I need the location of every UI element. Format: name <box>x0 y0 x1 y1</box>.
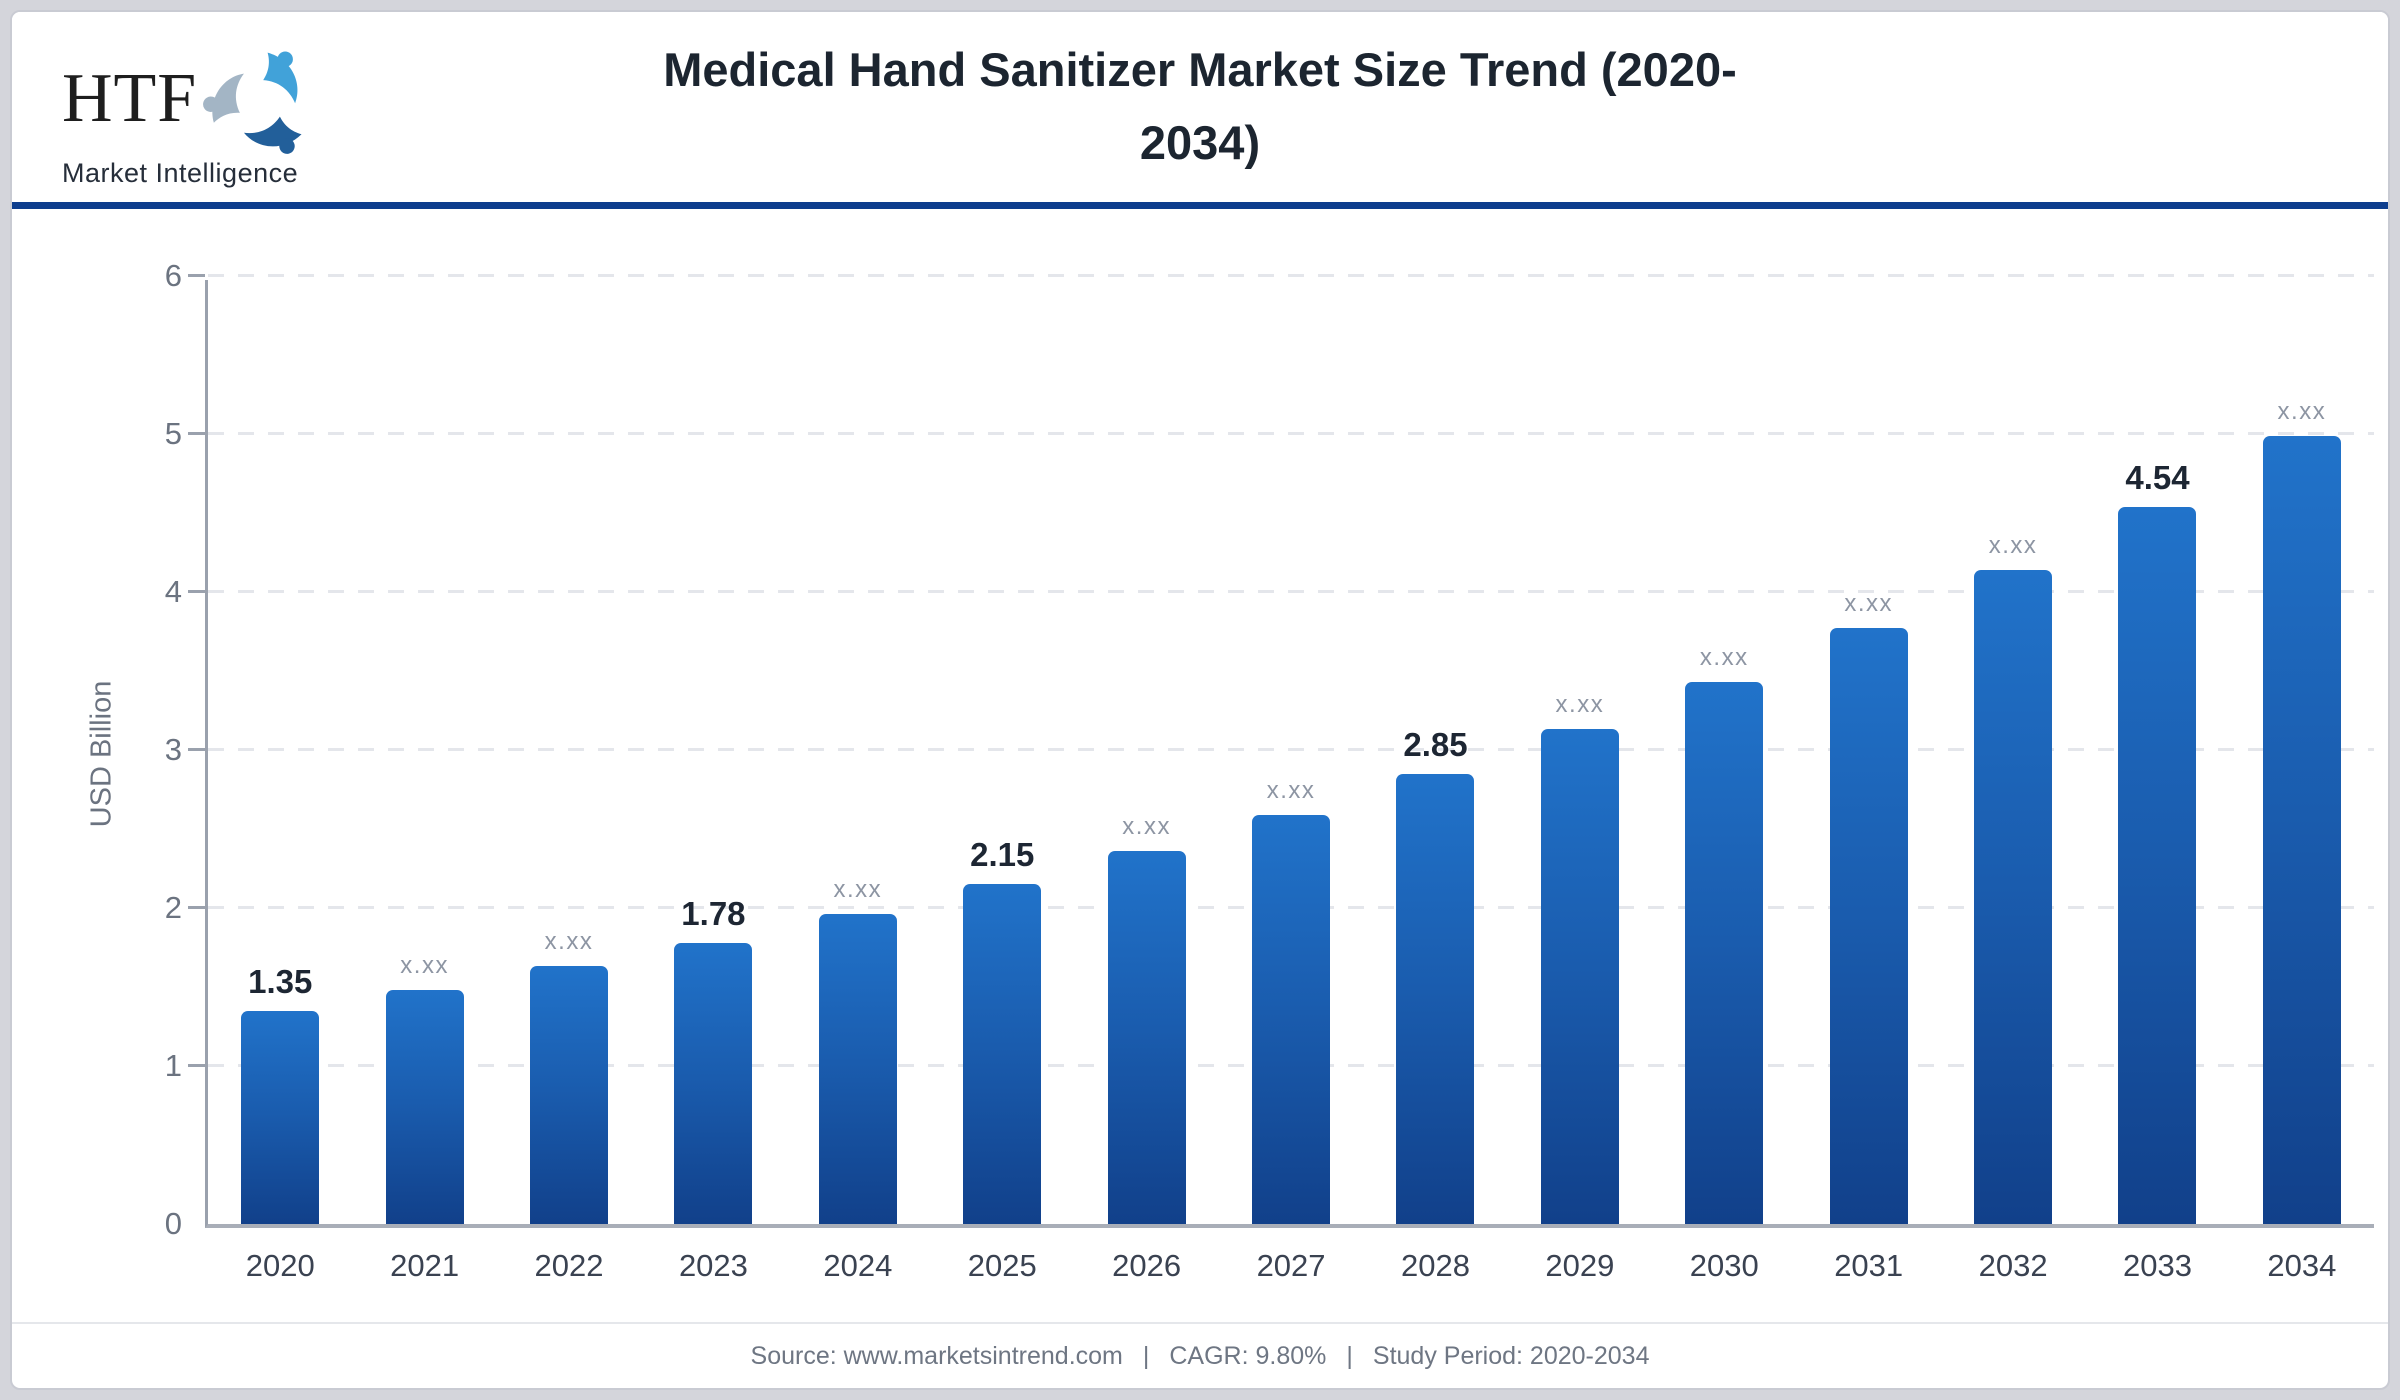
bar-column-2026: x.xx 2026 <box>1074 280 1218 1283</box>
footer-source: Source: www.marketsintrend.com <box>750 1341 1123 1370</box>
bar-column-2030: x.xx 2030 <box>1652 280 1796 1283</box>
y-tick-label-6: 6 <box>164 258 182 293</box>
bar-2030: x.xx <box>1685 644 1764 1224</box>
bar-value-label-2023: 1.78 <box>681 895 746 932</box>
header: HTF <box>12 12 2388 202</box>
x-tick-label-2030: 2030 <box>1689 1248 1759 1283</box>
gridline-3 <box>208 748 2374 751</box>
logo-subtext: Market Intelligence <box>62 158 299 188</box>
bar-value-label-2034: x.xx <box>2277 398 2327 425</box>
footer-divider <box>12 1322 2388 1324</box>
bar-column-2027: x.xx 2027 <box>1219 280 1363 1283</box>
htf-logo: HTF <box>62 46 362 189</box>
y-tick-label-3: 3 <box>164 732 182 767</box>
gridline-6 <box>208 274 2374 277</box>
bar-columns: 1.35 2020 x.xx 2021 x.xx 2022 1.78 2023 x.xx 2024… <box>208 280 2374 1283</box>
bar-column-2020: 1.35 2020 <box>208 280 352 1283</box>
bar-column-2022: x.xx 2022 <box>497 280 641 1283</box>
y-tick-5 <box>188 432 205 435</box>
x-tick-label-2033: 2033 <box>2123 1248 2192 1283</box>
x-tick-label-2022: 2022 <box>534 1248 604 1283</box>
x-tick-label-2023: 2023 <box>678 1248 748 1283</box>
bar-value-label-2033: 4.54 <box>2125 459 2190 496</box>
bar-2020: 1.35 <box>241 963 320 1224</box>
bar-column-2028: 2.85 2028 <box>1363 280 1507 1283</box>
footer-separator-2: | <box>1346 1341 1353 1370</box>
bar-column-2025: 2.15 2025 <box>930 280 1074 1283</box>
y-tick-6 <box>188 274 205 277</box>
y-axis-title: USD Billion <box>85 680 118 828</box>
y-tick-label-5: 5 <box>164 416 182 451</box>
bar-2034: x.xx <box>2262 398 2341 1224</box>
bar-2027: x.xx <box>1252 777 1331 1224</box>
report-card: HTF <box>10 10 2390 1390</box>
plot-area: 0 1 2 3 4 5 6 1.35 2020 x.xx 2021 x.xx 2022 1.78 2023 x… <box>165 258 2374 1283</box>
bar-2023: 1.78 <box>674 895 753 1224</box>
bar-column-2024: x.xx 2024 <box>786 280 930 1283</box>
x-tick-label-2032: 2032 <box>1978 1248 2048 1283</box>
bar-column-2029: x.xx 2029 <box>1508 280 1652 1283</box>
x-tick-label-2021: 2021 <box>390 1248 460 1283</box>
bar-value-label-2026: x.xx <box>1122 813 1171 840</box>
gridline-4 <box>208 590 2374 593</box>
footer-separator-1: | <box>1142 1341 1150 1370</box>
bar-column-2021: x.xx 2021 <box>352 280 496 1283</box>
bar-2024: x.xx <box>818 876 897 1224</box>
logo-swirl-icon <box>203 51 302 154</box>
bar-2031: x.xx <box>1829 590 1908 1224</box>
x-tick-label-2034: 2034 <box>2267 1248 2337 1283</box>
footer-study-period: Study Period: 2020-2034 <box>1372 1341 1650 1370</box>
y-tick-3 <box>188 748 205 751</box>
bar-2021: x.xx <box>385 952 464 1224</box>
y-tick-label-2: 2 <box>164 890 182 925</box>
x-tick-label-2020: 2020 <box>245 1248 315 1283</box>
bar-value-label-2028: 2.85 <box>1403 726 1468 763</box>
page-title-line1: Medical Hand Sanitizer Market Size Trend… <box>663 43 1737 96</box>
bar-2033: 4.54 <box>2118 459 2197 1224</box>
bar-2025: 2.15 <box>963 836 1042 1224</box>
bar-value-label-2022: x.xx <box>544 928 594 955</box>
x-tick-label-2028: 2028 <box>1400 1248 1470 1283</box>
y-tick-label-0: 0 <box>164 1206 182 1241</box>
bar-2022: x.xx <box>530 928 609 1224</box>
bar-value-label-2029: x.xx <box>1555 691 1605 718</box>
bar-value-label-2025: 2.15 <box>970 836 1035 873</box>
footer: Source: www.marketsintrend.com | CAGR: 9… <box>12 1324 2388 1388</box>
x-tick-label-2027: 2027 <box>1256 1248 1326 1283</box>
x-tick-label-2026: 2026 <box>1112 1248 1182 1283</box>
page-title-line2: 2034) <box>1139 115 1261 169</box>
header-divider <box>12 202 2388 209</box>
y-tick-label-1: 1 <box>164 1048 182 1083</box>
bar-column-2032: x.xx 2032 <box>1941 280 2085 1283</box>
bar-value-label-2030: x.xx <box>1699 644 1749 671</box>
x-tick-label-2025: 2025 <box>967 1248 1037 1283</box>
y-tick-label-4: 4 <box>164 574 182 609</box>
x-tick-label-2031: 2031 <box>1834 1248 1904 1283</box>
footer-cagr: CAGR: 9.80% <box>1169 1341 1327 1370</box>
bar-value-label-2031: x.xx <box>1844 590 1894 617</box>
bar-value-label-2020: 1.35 <box>248 963 313 1000</box>
y-tick-1 <box>188 1064 205 1067</box>
bar-2029: x.xx <box>1540 691 1619 1224</box>
bar-column-2031: x.xx 2031 <box>1796 280 1940 1283</box>
bar-value-label-2032: x.xx <box>1988 532 2038 559</box>
bar-column-2034: x.xx 2034 <box>2230 280 2374 1283</box>
x-tick-label-2029: 2029 <box>1545 1248 1615 1283</box>
y-tick-2 <box>188 906 205 909</box>
chart-area: USD Billion 0 1 2 3 4 5 6 1.35 2020 x.xx 2021 x.xx 2… <box>12 209 2388 1322</box>
gridline-5 <box>208 432 2374 435</box>
page-title: Medical Hand Sanitizer Market Size Trend… <box>312 34 2088 180</box>
bar-value-label-2021: x.xx <box>400 952 449 979</box>
y-tick-4 <box>188 590 205 593</box>
bar-2026: x.xx <box>1107 813 1186 1224</box>
bar-value-label-2027: x.xx <box>1266 777 1316 804</box>
x-tick-label-2024: 2024 <box>823 1248 893 1283</box>
bar-column-2023: 1.78 2023 <box>641 280 785 1283</box>
bar-value-label-2024: x.xx <box>833 876 883 903</box>
bar-2028: 2.85 <box>1396 726 1475 1224</box>
logo-text: HTF <box>62 60 198 137</box>
bar-column-2033: 4.54 2033 <box>2085 280 2229 1283</box>
bar-2032: x.xx <box>1974 532 2053 1224</box>
